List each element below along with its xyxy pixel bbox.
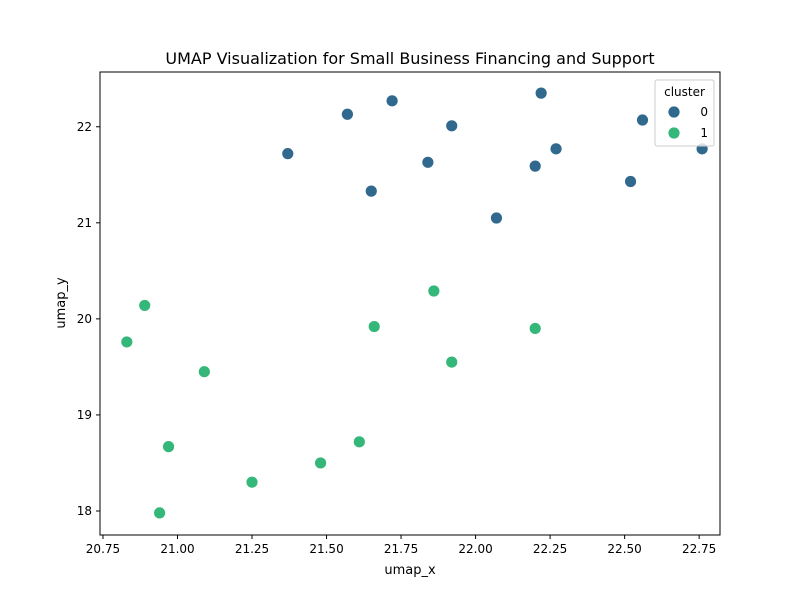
y-tick-label: 22 xyxy=(77,120,92,134)
scatter-point-cluster-1 xyxy=(162,440,175,454)
legend-title: cluster xyxy=(664,85,705,99)
x-tick-label: 22.25 xyxy=(533,542,567,556)
scatter-point-cluster-0 xyxy=(364,184,378,198)
x-tick-label: 20.75 xyxy=(86,542,120,556)
scatter-point-cluster-0 xyxy=(534,86,548,100)
scatter-point-cluster-1 xyxy=(138,299,152,312)
plot-frame xyxy=(99,71,721,536)
scatter-point-cluster-0 xyxy=(385,94,399,108)
x-tick-label: 22.00 xyxy=(458,542,492,556)
scatter-point-cluster-0 xyxy=(624,175,637,188)
scatter-point-cluster-1 xyxy=(314,456,327,470)
x-tick-label: 22.75 xyxy=(682,542,716,556)
chart-title: UMAP Visualization for Small Business Fi… xyxy=(165,49,654,68)
x-axis-ticks: 20.75 21.00 21.25 21.50 21.75 22.00 22.25 22.50… xyxy=(86,535,716,556)
scatter-point-cluster-1 xyxy=(352,435,366,449)
y-tick-label: 21 xyxy=(77,216,92,230)
scatter-point-cluster-1 xyxy=(245,475,259,489)
y-axis-label: umap_y xyxy=(54,277,69,329)
legend-items: 01 xyxy=(667,105,708,140)
y-axis-ticks: 18 19 20 21 22 xyxy=(77,120,100,518)
scatter-point-cluster-1 xyxy=(427,284,441,298)
scatter-point-cluster-0 xyxy=(490,211,503,225)
scatter-point-cluster-1 xyxy=(197,365,211,379)
scatter-point-cluster-1 xyxy=(367,320,381,333)
scatter-point-cluster-0 xyxy=(281,147,295,161)
x-tick-label: 21.00 xyxy=(160,542,194,556)
legend-marker-cluster-0 xyxy=(667,105,681,119)
x-tick-label: 21.25 xyxy=(235,542,269,556)
scatter-point-cluster-0 xyxy=(636,113,649,127)
scatter-point-cluster-1 xyxy=(153,506,167,520)
legend-label-cluster-1: 1 xyxy=(700,126,708,140)
scatter-point-cluster-0 xyxy=(528,159,542,173)
x-axis-label: umap_x xyxy=(384,563,436,578)
scatter-point-cluster-1 xyxy=(528,322,542,335)
y-tick-label: 20 xyxy=(77,312,92,326)
scatter-point-cluster-0 xyxy=(341,107,354,121)
x-tick-label: 22.50 xyxy=(607,542,641,556)
y-tick-label: 18 xyxy=(77,504,92,518)
scatter-point-cluster-0 xyxy=(549,142,563,156)
scatter-point-cluster-1 xyxy=(445,355,459,369)
legend-marker-cluster-1 xyxy=(667,126,681,140)
scatter-point-cluster-1 xyxy=(120,335,134,349)
x-tick-label: 21.50 xyxy=(309,542,343,556)
legend: cluster 01 xyxy=(654,79,715,147)
scatter-point-cluster-0 xyxy=(421,155,435,169)
scatter-point-cluster-0 xyxy=(445,119,459,133)
y-tick-label: 19 xyxy=(77,408,92,422)
x-tick-label: 21.75 xyxy=(384,542,418,556)
legend-label-cluster-0: 0 xyxy=(700,105,708,119)
